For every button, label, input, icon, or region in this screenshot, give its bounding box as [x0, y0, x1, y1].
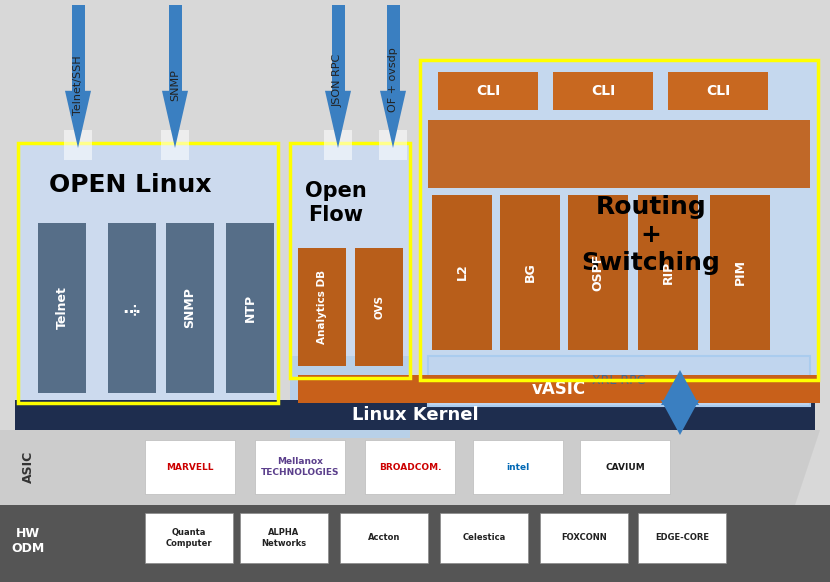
Text: BROADCOM.: BROADCOM. [378, 463, 442, 471]
Text: ...: ... [123, 299, 142, 317]
Bar [18, 143, 278, 403]
Polygon shape [325, 91, 351, 148]
Bar [298, 375, 820, 403]
Text: OPEN Linux: OPEN Linux [48, 173, 211, 197]
Bar [240, 513, 328, 563]
Bar [168, 5, 182, 91]
Bar [420, 60, 818, 380]
Text: CLI: CLI [706, 84, 730, 98]
Bar [290, 143, 410, 378]
Bar [145, 513, 233, 563]
Text: L2: L2 [456, 264, 468, 281]
Text: NTP: NTP [243, 294, 256, 322]
Text: SNMP: SNMP [183, 288, 197, 328]
Bar [671, 400, 690, 405]
Bar [290, 143, 410, 378]
Bar [298, 248, 346, 366]
Polygon shape [0, 430, 820, 505]
Text: FOXCONN: FOXCONN [561, 534, 607, 542]
Polygon shape [65, 91, 91, 148]
Bar [428, 120, 810, 188]
Polygon shape [380, 91, 406, 148]
Text: JSON RPC: JSON RPC [333, 54, 343, 107]
Polygon shape [162, 91, 188, 148]
Bar [161, 130, 189, 160]
Bar [38, 223, 86, 393]
Bar [365, 440, 455, 494]
Bar [553, 72, 653, 110]
Text: vASIC: vASIC [532, 380, 586, 398]
Text: Mellanox
TECHNOLOGIES: Mellanox TECHNOLOGIES [261, 457, 339, 477]
Bar [71, 5, 85, 91]
Text: PIM: PIM [734, 259, 746, 285]
Text: RIP: RIP [662, 260, 675, 283]
Polygon shape [661, 400, 699, 435]
Bar [710, 195, 770, 350]
Bar [387, 5, 399, 91]
Bar [331, 5, 344, 91]
Bar [500, 195, 560, 350]
Bar [226, 223, 274, 393]
Bar [438, 72, 538, 110]
Bar [638, 513, 726, 563]
Bar [145, 440, 235, 494]
Bar [18, 143, 278, 403]
Bar [255, 440, 345, 494]
Bar [580, 440, 670, 494]
Bar [568, 195, 628, 350]
Bar [379, 130, 407, 160]
Bar [540, 513, 628, 563]
Text: OF + ovsdp: OF + ovsdp [388, 48, 398, 112]
Text: Telnet: Telnet [56, 286, 69, 329]
Text: EDGE-CORE: EDGE-CORE [655, 534, 709, 542]
Bar [668, 72, 768, 110]
Text: CLI: CLI [591, 84, 615, 98]
Text: OSPF: OSPF [592, 253, 604, 290]
Polygon shape [661, 370, 699, 405]
Text: Telnet/SSH: Telnet/SSH [73, 55, 83, 115]
Text: SNMP: SNMP [170, 69, 180, 101]
Text: OVS: OVS [374, 295, 384, 319]
Text: XRL RPC: XRL RPC [593, 374, 646, 388]
Bar [324, 130, 352, 160]
Bar [64, 130, 92, 160]
Text: Quanta
Computer: Quanta Computer [166, 528, 212, 548]
Bar [428, 356, 810, 406]
Text: HW
ODM: HW ODM [12, 527, 45, 555]
Bar [432, 195, 492, 350]
Text: ...: ... [125, 301, 139, 315]
Text: CAVIUM: CAVIUM [605, 463, 645, 471]
Bar [0, 505, 830, 582]
Bar [166, 223, 214, 393]
Text: Routing
+
Switching: Routing + Switching [581, 195, 720, 275]
Text: Open
Flow: Open Flow [305, 182, 367, 225]
Text: ASIC: ASIC [22, 451, 35, 483]
Bar [355, 248, 403, 366]
Text: BG: BG [524, 262, 536, 282]
Bar [108, 223, 156, 393]
Text: intel: intel [506, 463, 530, 471]
Text: CLI: CLI [476, 84, 500, 98]
Bar [15, 400, 815, 430]
Text: Celestica: Celestica [462, 534, 505, 542]
Bar [290, 356, 410, 438]
Text: ALPHA
Networks: ALPHA Networks [261, 528, 306, 548]
Bar [440, 513, 528, 563]
Bar [638, 195, 698, 350]
Text: MARVELL: MARVELL [166, 463, 214, 471]
Bar [340, 513, 428, 563]
Bar [473, 440, 563, 494]
Text: Linux Kernel: Linux Kernel [352, 406, 478, 424]
Text: Accton: Accton [368, 534, 400, 542]
Bar [420, 60, 818, 380]
Text: Analytics DB: Analytics DB [317, 270, 327, 344]
